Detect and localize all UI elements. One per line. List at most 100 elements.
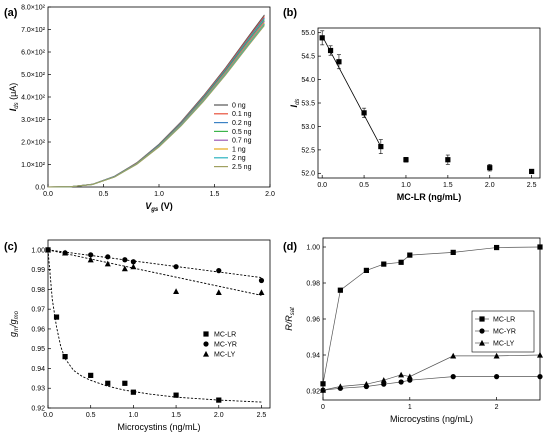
data-point bbox=[130, 389, 136, 395]
y-tick-label: 54.0 bbox=[301, 77, 315, 84]
axis-label-part: gs bbox=[150, 207, 159, 213]
y-tick-label: 6.0×10² bbox=[21, 49, 46, 56]
y-tick-label: 0.98 bbox=[306, 280, 320, 287]
x-tick-label: 0.0 bbox=[43, 412, 53, 419]
data-point bbox=[53, 314, 60, 320]
y-tick-label: 3.0×10² bbox=[21, 117, 46, 124]
y-tick-label: 0.94 bbox=[306, 352, 320, 359]
axis-label-part: (V) bbox=[158, 201, 173, 211]
data-point bbox=[407, 252, 413, 258]
legend-label: 0 ng bbox=[232, 102, 246, 109]
data-point bbox=[130, 259, 136, 265]
legend-label: MC-LR bbox=[493, 317, 515, 324]
axis-label-part: I bbox=[8, 108, 18, 111]
y-tick-label: 4.0×10² bbox=[21, 94, 46, 101]
data-point bbox=[337, 287, 343, 293]
y-axis-label: Ids bbox=[289, 99, 301, 108]
y-tick-label: 0.96 bbox=[31, 326, 45, 333]
data-point bbox=[494, 374, 500, 380]
y-tick-label: 8.0×10² bbox=[21, 4, 46, 11]
data-point bbox=[320, 387, 326, 393]
data-point bbox=[363, 267, 369, 273]
data-point bbox=[88, 252, 94, 258]
legend-label: MC-LR bbox=[214, 332, 236, 339]
axis-label-part: ds bbox=[14, 102, 20, 108]
data-point bbox=[62, 354, 68, 360]
data-point bbox=[450, 249, 456, 255]
data-point bbox=[493, 352, 500, 359]
panel-label: (a) bbox=[4, 7, 18, 19]
x-tick-label: 2.5 bbox=[527, 182, 537, 189]
data-point bbox=[105, 254, 111, 260]
y-tick-label: 55.0 bbox=[301, 30, 315, 37]
y-tick-label: 1.00 bbox=[306, 244, 320, 251]
y-tick-label: 0.99 bbox=[31, 267, 45, 274]
y-axis-label: Ids (μA) bbox=[8, 83, 20, 112]
y-tick-label: 0.95 bbox=[31, 346, 45, 353]
data-point bbox=[216, 268, 222, 274]
legend-label: MC-YR bbox=[493, 329, 516, 336]
data-point bbox=[450, 352, 457, 359]
data-point bbox=[537, 244, 543, 250]
data-point bbox=[173, 264, 179, 270]
data-point bbox=[380, 377, 387, 383]
y-tick-label: 0.94 bbox=[31, 366, 45, 373]
data-point bbox=[104, 260, 111, 267]
data-point bbox=[327, 47, 334, 54]
data-point bbox=[87, 256, 94, 263]
series-line bbox=[47, 25, 265, 188]
y-tick-label: 53.5 bbox=[301, 100, 315, 107]
fit-curve bbox=[47, 249, 262, 296]
x-tick-label: 1.0 bbox=[129, 412, 139, 419]
y-tick-label: 52.0 bbox=[301, 171, 315, 178]
axis-label-part: ds bbox=[295, 99, 301, 105]
y-axis-label: R/Rsat bbox=[284, 307, 296, 331]
x-tick-label: 1.5 bbox=[171, 412, 181, 419]
y-tick-label: 5.0×10² bbox=[21, 72, 46, 79]
axis-label-part: m bbox=[14, 327, 20, 332]
x-tick-label: 0.0 bbox=[317, 182, 327, 189]
data-point bbox=[398, 379, 404, 385]
data-point bbox=[319, 35, 325, 41]
legend-label: MC-LY bbox=[493, 341, 515, 348]
axis-label-part: I bbox=[289, 104, 299, 107]
axis-label-part: R/R bbox=[284, 315, 294, 331]
x-tick-label: 0 bbox=[321, 404, 325, 411]
y-tick-label: 1.0×10² bbox=[21, 162, 46, 169]
data-point bbox=[537, 374, 543, 380]
data-point bbox=[173, 392, 179, 398]
data-point bbox=[494, 244, 500, 251]
axis-label-part: sat bbox=[290, 307, 296, 315]
series-line bbox=[322, 376, 540, 391]
y-tick-label: 2.0×10² bbox=[21, 139, 46, 146]
legend-label: 0.7 ng bbox=[232, 138, 252, 145]
axis-label-part: /g bbox=[8, 319, 18, 328]
data-point bbox=[398, 259, 404, 265]
legend-label: 0.2 ng bbox=[232, 120, 252, 127]
data-point bbox=[121, 265, 128, 272]
legend-marker bbox=[203, 331, 209, 337]
data-point bbox=[320, 381, 326, 387]
legend-label: MC-YR bbox=[214, 342, 237, 349]
panel-label: (b) bbox=[283, 7, 297, 19]
data-point bbox=[216, 397, 222, 403]
legend-label: 2 ng bbox=[232, 155, 246, 162]
x-tick-label: 0.5 bbox=[99, 191, 109, 198]
data-point bbox=[173, 288, 180, 294]
data-point bbox=[258, 277, 265, 284]
data-point bbox=[45, 246, 51, 253]
data-point bbox=[378, 143, 384, 150]
x-tick-label: 0.5 bbox=[86, 412, 96, 419]
data-point bbox=[381, 381, 387, 387]
data-point bbox=[537, 351, 543, 358]
data-point bbox=[445, 157, 451, 163]
axis-label-part: V bbox=[145, 201, 152, 211]
data-point bbox=[258, 289, 265, 295]
axis-label-part: (μA) bbox=[8, 83, 18, 103]
legend-label: 0.1 ng bbox=[232, 111, 252, 118]
panel-b: (b) 0.0 0.5 1.0 1.5 2.0 2.5 52.0 52.5 53.0 53.5 54.… bbox=[283, 7, 541, 202]
legend-label: 1 ng bbox=[232, 146, 246, 153]
y-tick-label: 52.5 bbox=[301, 147, 315, 154]
series-line bbox=[322, 354, 541, 391]
